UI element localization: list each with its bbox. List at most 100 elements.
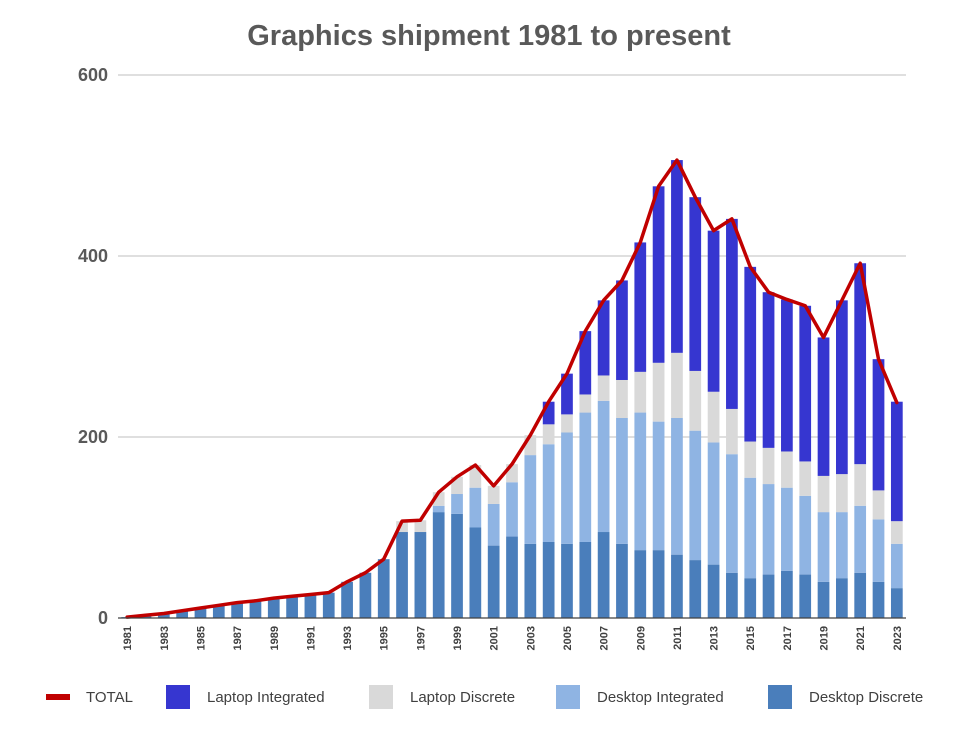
bar-laptop-integrated-2013	[707, 230, 720, 392]
bar-desktop-discrete-2015	[744, 578, 757, 618]
bar-desktop-discrete-2009	[634, 550, 647, 619]
bar-desktop-discrete-1996	[396, 532, 408, 618]
bar-desktop-discrete-1992	[322, 592, 335, 618]
chart-title: Graphics shipment 1981 to present	[247, 20, 731, 52]
bar-desktop-integrated-1998	[432, 505, 445, 513]
bar-laptop-discrete-2004	[542, 424, 555, 445]
bar-series-group	[121, 160, 903, 619]
bar-laptop-discrete-2002	[506, 464, 518, 483]
bar-laptop-discrete-2007	[597, 375, 610, 401]
bar-laptop-discrete-2017	[781, 451, 793, 488]
bar-desktop-integrated-2006	[579, 412, 592, 542]
bar-desktop-discrete-1993	[341, 581, 353, 618]
bar-desktop-integrated-2008	[616, 418, 628, 544]
bar-desktop-integrated-2020	[836, 512, 848, 579]
bar-desktop-integrated-2014	[726, 454, 738, 573]
bar-laptop-integrated-2010	[652, 186, 665, 363]
x-tick-label: 2017	[782, 626, 794, 650]
bar-desktop-integrated-2001	[487, 503, 500, 546]
bar-desktop-integrated-2019	[817, 512, 830, 582]
bar-desktop-discrete-1995	[377, 559, 390, 618]
bar-desktop-discrete-1985	[194, 608, 207, 618]
bar-laptop-discrete-2009	[634, 371, 647, 413]
series-laptop-integrated	[542, 160, 903, 522]
x-tick-label: 2003	[525, 626, 537, 650]
legend-label: Laptop Discrete	[410, 689, 515, 706]
bar-desktop-discrete-1994	[359, 572, 372, 618]
y-tick-label: 600	[78, 65, 108, 85]
bar-desktop-discrete-2004	[542, 541, 555, 618]
x-tick-label: 1991	[305, 626, 317, 650]
y-tick-label: 400	[78, 246, 108, 266]
bar-desktop-discrete-1998	[432, 512, 445, 618]
bar-laptop-integrated-2023	[890, 401, 903, 522]
bar-laptop-integrated-2006	[579, 331, 592, 395]
legend-label: Laptop Integrated	[207, 689, 325, 706]
x-tick-label: 2023	[892, 626, 904, 650]
bar-desktop-discrete-1989	[267, 598, 280, 618]
x-tick-label: 2011	[672, 626, 684, 650]
bar-laptop-discrete-2015	[744, 441, 757, 478]
bar-laptop-integrated-2007	[597, 300, 610, 376]
legend-swatch	[369, 685, 393, 709]
bar-laptop-integrated-2011	[671, 160, 683, 353]
bar-desktop-discrete-1990	[286, 596, 298, 618]
bar-desktop-integrated-2022	[872, 519, 885, 582]
bar-laptop-discrete-2013	[707, 391, 720, 443]
bar-laptop-discrete-2011	[671, 352, 683, 418]
x-tick-label: 2009	[635, 626, 647, 650]
bar-desktop-discrete-2018	[799, 574, 812, 618]
bar-desktop-integrated-2002	[506, 482, 518, 537]
bar-desktop-discrete-2002	[506, 536, 518, 618]
bar-desktop-integrated-2003	[524, 455, 537, 544]
legend-label: TOTAL	[86, 689, 133, 706]
bar-desktop-discrete-2003	[524, 543, 537, 618]
legend-item-desktop-integrated: Desktop Integrated	[556, 685, 724, 709]
bar-laptop-discrete-2021	[854, 464, 867, 506]
legend-item-desktop-discrete: Desktop Discrete	[768, 685, 923, 709]
bar-desktop-discrete-1991	[304, 594, 317, 618]
bar-laptop-discrete-1996	[396, 521, 408, 533]
total-line-group	[125, 158, 899, 619]
bar-desktop-integrated-1999	[451, 494, 463, 514]
legend: TOTAL Laptop Integrated Laptop Discrete Des…	[46, 685, 923, 709]
bar-desktop-discrete-2010	[652, 550, 665, 619]
bar-laptop-integrated-2017	[781, 299, 793, 452]
bar-laptop-discrete-2014	[726, 408, 738, 455]
bar-laptop-integrated-2022	[872, 359, 885, 491]
bar-laptop-integrated-2016	[762, 292, 775, 448]
bar-desktop-discrete-2005	[561, 543, 573, 618]
bar-laptop-discrete-2010	[652, 362, 665, 422]
bar-desktop-discrete-2012	[689, 560, 702, 618]
bar-laptop-integrated-2014	[726, 218, 738, 409]
x-tick-label: 1989	[269, 626, 281, 650]
legend-item-total: TOTAL	[46, 689, 133, 706]
x-tick-label: 1995	[379, 626, 391, 650]
bar-laptop-discrete-2022	[872, 490, 885, 520]
bar-laptop-integrated-2015	[744, 266, 757, 442]
bar-laptop-integrated-2004	[542, 401, 555, 425]
y-tick-label: 200	[78, 427, 108, 447]
bar-laptop-discrete-2000	[469, 465, 482, 488]
series-laptop-discrete	[396, 352, 903, 544]
bar-desktop-discrete-2006	[579, 541, 592, 618]
bar-laptop-discrete-2016	[762, 447, 775, 485]
bar-laptop-integrated-2018	[799, 305, 812, 462]
bar-desktop-discrete-2022	[872, 581, 885, 618]
bar-desktop-integrated-2004	[542, 444, 555, 542]
series-desktop-discrete	[121, 512, 903, 619]
x-tick-label: 2001	[489, 626, 501, 650]
bar-desktop-integrated-2000	[469, 487, 482, 528]
bar-desktop-discrete-2014	[726, 572, 738, 618]
gridlines	[118, 74, 906, 438]
bar-desktop-discrete-1999	[451, 513, 463, 618]
bar-desktop-discrete-2001	[487, 545, 500, 618]
legend-swatch	[768, 685, 792, 709]
legend-swatch	[166, 685, 190, 709]
bar-laptop-discrete-1997	[414, 520, 427, 533]
legend-label: Desktop Discrete	[809, 689, 923, 706]
legend-item-laptop-discrete: Laptop Discrete	[369, 685, 515, 709]
bar-desktop-discrete-2020	[836, 578, 848, 618]
bar-desktop-integrated-2007	[597, 400, 610, 533]
x-axis-ticks: 1981 1983 1985 1987 1989 1991 1993 1995 1997 1999…	[122, 626, 904, 650]
